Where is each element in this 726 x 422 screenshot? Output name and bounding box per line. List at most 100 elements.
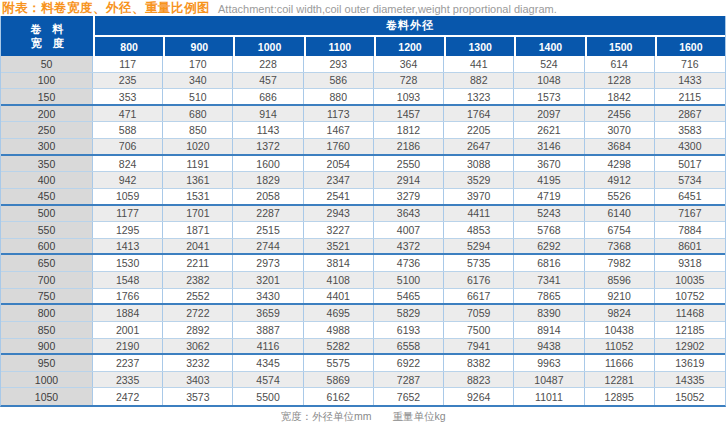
value-cell: 1143 (233, 122, 303, 138)
value-cell: 3684 (585, 139, 655, 154)
value-cell: 11666 (585, 355, 655, 371)
value-cell: 5294 (444, 239, 514, 254)
value-cell: 3201 (233, 272, 303, 288)
value-cell: 6451 (655, 189, 725, 204)
value-cell: 471 (93, 106, 163, 122)
table-row: 200471680914117314571764209724562867 (1, 106, 725, 123)
value-cell: 12281 (585, 372, 655, 388)
table-row: 1050247235735500616276529264110111289515… (1, 388, 725, 405)
table-row: 1000233534034574586972878823104871228114… (1, 372, 725, 389)
value-cell: 1573 (514, 89, 584, 104)
column-header: 1400 (516, 37, 584, 56)
value-cell: 850 (163, 122, 233, 138)
width-cell: 950 (1, 355, 93, 371)
page-title: 附表：料卷宽度、外径、重量比例图 (2, 0, 210, 17)
value-cell: 4345 (233, 355, 303, 371)
value-cell: 8382 (444, 355, 514, 371)
value-cell: 9963 (514, 355, 584, 371)
value-cell: 5100 (374, 272, 444, 288)
value-cell: 2041 (163, 239, 233, 254)
width-cell: 250 (1, 122, 93, 138)
value-cell: 2001 (93, 322, 163, 338)
value-cell: 11468 (655, 305, 725, 321)
table-row: 650153022112973381447365735681679829318 (1, 255, 725, 272)
value-cell: 2456 (585, 106, 655, 122)
value-cell: 2744 (233, 239, 303, 254)
value-cell: 2097 (514, 106, 584, 122)
value-cell: 7884 (655, 222, 725, 238)
value-cell: 10752 (655, 289, 725, 304)
column-group-header-outer-diameter: 卷料外径 (95, 16, 725, 35)
value-cell: 1093 (374, 89, 444, 104)
value-cell: 6617 (444, 289, 514, 304)
value-cell: 1884 (93, 305, 163, 321)
value-cell: 614 (585, 56, 655, 72)
width-cell: 700 (1, 272, 93, 288)
coil-weight-table: 卷 料 宽 度 卷料外径 800900100011001200130014001… (0, 16, 726, 407)
value-cell: 5282 (304, 339, 374, 354)
value-cell: 8596 (585, 272, 655, 288)
value-cell: 1842 (585, 89, 655, 104)
corner-header-line2: 宽 度 (31, 36, 64, 50)
value-cell: 4007 (374, 222, 444, 238)
value-cell: 706 (93, 139, 163, 154)
value-cell: 4298 (585, 156, 655, 172)
value-cell: 1764 (444, 106, 514, 122)
value-cell: 10035 (655, 272, 725, 288)
corner-header-line1: 卷 料 (31, 22, 64, 36)
value-cell: 2722 (163, 305, 233, 321)
value-cell: 1048 (514, 73, 584, 89)
value-cell: 2115 (655, 89, 725, 104)
value-cell: 1766 (93, 289, 163, 304)
column-header: 1600 (657, 37, 725, 56)
value-cell: 3970 (444, 189, 514, 204)
value-cell: 7059 (444, 305, 514, 321)
value-cell: 3643 (374, 206, 444, 222)
value-cell: 9264 (444, 388, 514, 405)
header-right-block: 卷料外径 8009001000110012001300140015001600 (95, 16, 725, 56)
table-row: 550129518712515322740074853576867547884 (1, 222, 725, 239)
table-row: 9502237323243455575692283829963116661361… (1, 355, 725, 372)
value-cell: 3659 (233, 305, 303, 321)
value-cell: 3227 (304, 222, 374, 238)
width-cell: 150 (1, 89, 93, 104)
value-cell: 680 (163, 106, 233, 122)
value-cell: 2287 (233, 206, 303, 222)
value-cell: 11052 (585, 339, 655, 354)
column-header: 1500 (587, 37, 655, 56)
value-cell: 7652 (374, 388, 444, 405)
value-cell: 4401 (304, 289, 374, 304)
value-cell: 1457 (374, 106, 444, 122)
value-cell: 8601 (655, 239, 725, 254)
value-cell: 10487 (514, 372, 584, 388)
value-cell: 5869 (304, 372, 374, 388)
value-cell: 1433 (655, 73, 725, 89)
value-cell: 1600 (233, 156, 303, 172)
value-cell: 2541 (304, 189, 374, 204)
value-cell: 3062 (163, 339, 233, 354)
value-cell: 1701 (163, 206, 233, 222)
value-cell: 824 (93, 156, 163, 172)
value-cell: 2382 (163, 272, 233, 288)
value-cell: 4736 (374, 255, 444, 271)
value-cell: 2943 (304, 206, 374, 222)
table-row: 35082411911600205425503088367042985017 (1, 156, 725, 173)
value-cell: 6176 (444, 272, 514, 288)
value-cell: 7500 (444, 322, 514, 338)
table-row: 100235340457586728882104812281433 (1, 73, 725, 90)
width-cell: 400 (1, 172, 93, 188)
value-cell: 3529 (444, 172, 514, 188)
width-cell: 200 (1, 106, 93, 122)
value-cell: 4853 (444, 222, 514, 238)
value-cell: 2647 (444, 139, 514, 154)
value-cell: 8390 (514, 305, 584, 321)
value-cell: 364 (374, 56, 444, 72)
value-cell: 586 (304, 73, 374, 89)
value-cell: 10438 (585, 322, 655, 338)
value-cell: 2347 (304, 172, 374, 188)
value-cell: 1531 (163, 189, 233, 204)
value-cell: 1059 (93, 189, 163, 204)
value-cell: 1372 (233, 139, 303, 154)
value-cell: 1323 (444, 89, 514, 104)
value-cell: 686 (233, 89, 303, 104)
